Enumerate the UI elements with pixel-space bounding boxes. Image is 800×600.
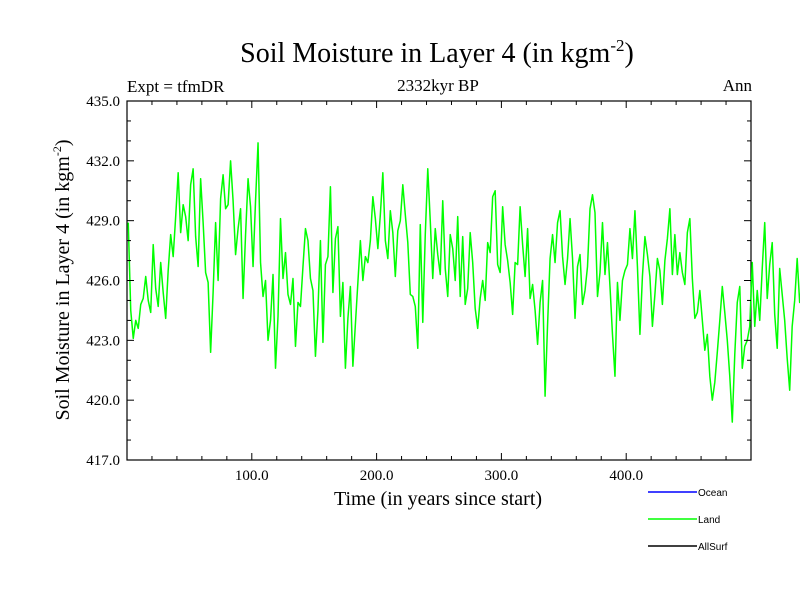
y-tick-label: 429.0	[86, 214, 120, 230]
experiment-label: Expt = tfmDR	[127, 77, 225, 96]
x-tick-label: 200.0	[360, 468, 394, 484]
y-axis-label: Soil Moisture in Layer 4 (in kgm-2)	[50, 139, 74, 420]
data-layer	[127, 142, 800, 423]
legend: Ocean Land AllSurf	[648, 488, 728, 553]
season-label: Ann	[723, 76, 753, 95]
legend-label-allsurf: AllSurf	[698, 542, 728, 553]
legend-label-ocean: Ocean	[698, 488, 727, 499]
x-axis-label: Time (in years since start)	[334, 488, 542, 510]
y-tick-label: 423.0	[86, 333, 120, 349]
chart-title: Soil Moisture in Layer 4 (in kgm-2)	[240, 36, 634, 69]
x-tick-label: 300.0	[485, 468, 519, 484]
y-tick-label: 435.0	[86, 94, 120, 110]
x-tick-label: 100.0	[235, 468, 269, 484]
y-tick-label: 420.0	[86, 393, 120, 409]
chart-subtitle: 2332kyr BP	[397, 76, 479, 95]
plot-area	[126, 100, 752, 461]
y-tick-label: 417.0	[86, 453, 120, 469]
y-tick-label: 426.0	[86, 274, 120, 290]
series-line-land	[127, 142, 800, 423]
y-tick-label: 432.0	[86, 154, 120, 170]
legend-label-land: Land	[698, 515, 720, 526]
axis-ticks: 417.0 420.0 423.0 426.0 429.0 432.0 435.0 100.0…	[86, 94, 751, 484]
x-tick-label: 400.0	[609, 468, 643, 484]
